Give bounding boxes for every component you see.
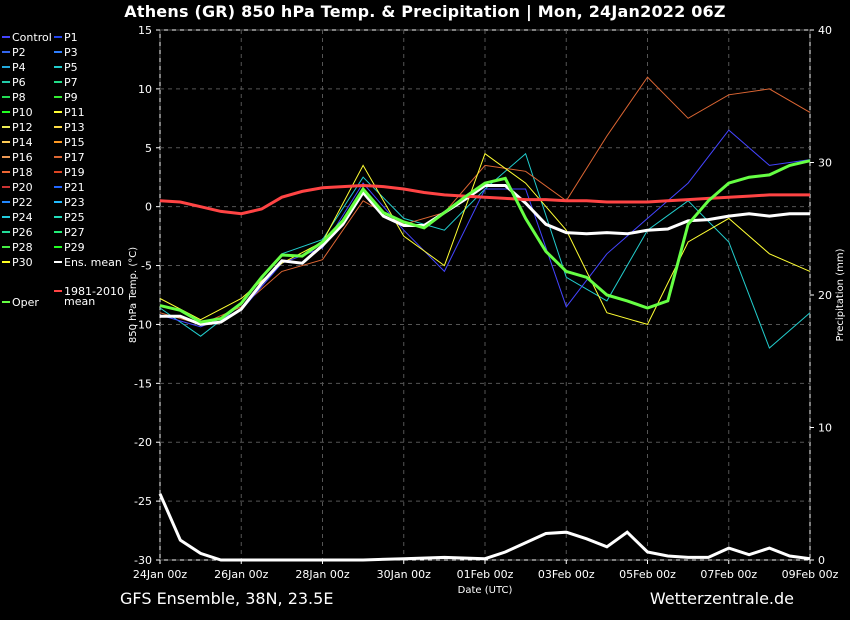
series-control-line: [159, 129, 811, 328]
legend-item-p9: P9: [64, 91, 78, 104]
y2-tick-label: 20: [818, 289, 832, 302]
legend: Control P1 P2 P3 P4 P5 P6 P7 P8 P9 P10 P11 P12 P13 P14…: [2, 31, 124, 309]
legend-item-p13: P13: [64, 121, 85, 134]
legend-item-1981-2010-mean: 1981-2010 mean: [64, 285, 124, 308]
legend-item-p2: P2: [12, 46, 26, 59]
y2-tick-label: 10: [818, 422, 832, 435]
x-tick-label: 05Feb 00z: [619, 568, 676, 581]
legend-item-p17: P17: [64, 151, 85, 164]
y-tick-label: -10: [134, 318, 152, 331]
legend-item-p22: P22: [12, 196, 33, 209]
y2-tick-label: 30: [818, 157, 832, 170]
x-tick-label: 24Jan 00z: [133, 568, 187, 581]
legend-item-p27: P27: [64, 226, 85, 239]
y-tick-label: 10: [138, 83, 152, 96]
grid: [159, 29, 811, 561]
legend-item-p8: P8: [12, 91, 26, 104]
legend-item-p1: P1: [64, 31, 78, 44]
legend-item-line2: mean: [64, 295, 95, 308]
legend-item-p23: P23: [64, 196, 85, 209]
legend-item-control: Control: [12, 31, 52, 44]
legend-item-p25: P25: [64, 211, 85, 224]
y-tick-label: 15: [138, 24, 152, 37]
legend-item-p29: P29: [64, 241, 85, 254]
x-tick-label: 03Feb 00z: [538, 568, 595, 581]
x-tick-label: 30Jan 00z: [377, 568, 431, 581]
y-tick-label: -15: [134, 377, 152, 390]
y-tick-label: -5: [141, 260, 152, 273]
legend-item-p30: P30: [12, 256, 33, 269]
series-oper-line: [159, 159, 811, 324]
y2-tick-label: 0: [818, 554, 825, 567]
series-ens-mean-line: [160, 184, 810, 326]
y-axis-label: 850 hPa Temp. (°C): [128, 247, 139, 343]
x-tick-label: 28Jan 00z: [295, 568, 349, 581]
legend-item-p11: P11: [64, 106, 85, 119]
y-tick-label: 0: [145, 201, 152, 214]
legend-item-p14: P14: [12, 136, 33, 149]
y-tick-label: -25: [134, 495, 152, 508]
legend-item-p6: P6: [12, 76, 26, 89]
y2-axis-label: Precipitation (mm): [835, 248, 846, 341]
y2-tick-label: 40: [818, 24, 832, 37]
x-axis-label: Date (UTC): [458, 585, 513, 596]
legend-item-ens-mean: Ens. mean: [64, 256, 122, 269]
legend-item-p19: P19: [64, 166, 85, 179]
precip-mean-line: [158, 493, 811, 562]
legend-item-p5: P5: [64, 61, 78, 74]
legend-item-p15: P15: [64, 136, 85, 149]
chart-title: Athens (GR) 850 hPa Temp. & Precipitatio…: [124, 2, 726, 21]
axes: 15 10 5 0 -5 -10 -15 -20 -25 -30 40 30 20 10 0 24Jan 00…: [133, 24, 839, 581]
series-1981-2010-mean-line: [159, 183, 810, 216]
legend-item-p21: P21: [64, 181, 85, 194]
legend-item-p20: P20: [12, 181, 33, 194]
model-source: GFS Ensemble, 38N, 23.5E: [120, 589, 334, 608]
x-tick-label: 09Feb 00z: [782, 568, 839, 581]
legend-item-p3: P3: [64, 46, 78, 59]
y-tick-label: -20: [134, 436, 152, 449]
x-tick-label: 07Feb 00z: [700, 568, 757, 581]
x-tick-label: 01Feb 00z: [457, 568, 514, 581]
site-credit: Wetterzentrale.de: [649, 589, 794, 608]
legend-item-p24: P24: [12, 211, 33, 224]
legend-item-oper: Oper: [12, 296, 39, 309]
legend-item-p7: P7: [64, 76, 78, 89]
x-tick-label: 26Jan 00z: [214, 568, 268, 581]
legend-item-p12: P12: [12, 121, 33, 134]
legend-item-p28: P28: [12, 241, 33, 254]
legend-item-p26: P26: [12, 226, 33, 239]
legend-item-p4: P4: [12, 61, 26, 74]
legend-item-p16: P16: [12, 151, 33, 164]
series-p17-line: [159, 76, 811, 325]
legend-item-p18: P18: [12, 166, 33, 179]
series-layer: [158, 76, 811, 562]
legend-item-p10: P10: [12, 106, 33, 119]
y-tick-label: -30: [134, 554, 152, 567]
y-tick-label: 5: [145, 142, 152, 155]
legend-item-line1: 1981-2010: [64, 285, 124, 298]
